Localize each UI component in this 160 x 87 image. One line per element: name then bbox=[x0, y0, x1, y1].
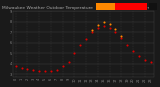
Text: Milwaukee Weather Outdoor Temperature  vs Heat Index  (24 Hours): Milwaukee Weather Outdoor Temperature vs… bbox=[2, 6, 151, 10]
